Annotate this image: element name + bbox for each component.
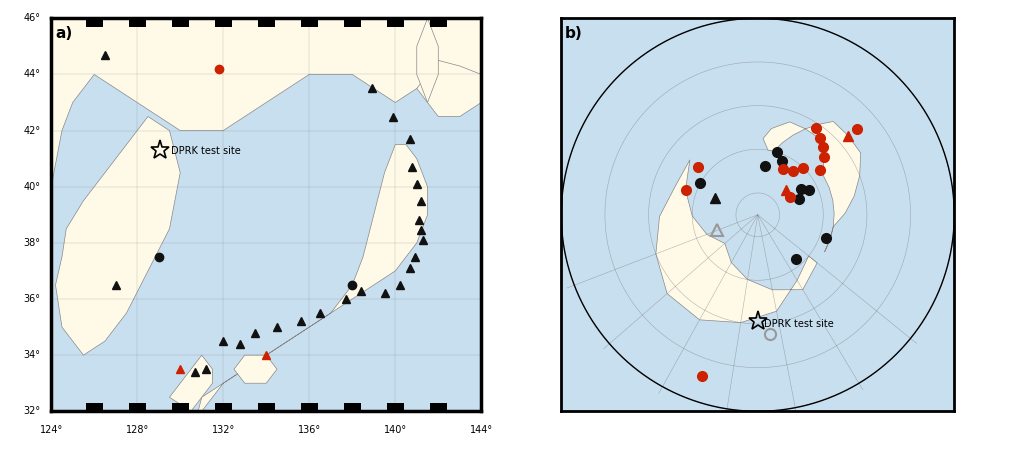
Polygon shape — [191, 144, 428, 439]
Text: b): b) — [565, 26, 583, 41]
Text: DPRK test site: DPRK test site — [764, 319, 834, 329]
Text: a): a) — [55, 26, 73, 41]
Polygon shape — [51, 18, 481, 243]
Text: 38°: 38° — [24, 238, 40, 248]
Polygon shape — [169, 355, 213, 411]
Bar — [430, 403, 446, 411]
Bar — [387, 18, 403, 27]
Polygon shape — [655, 160, 817, 323]
Text: 46°: 46° — [24, 13, 40, 23]
Text: 42°: 42° — [24, 126, 40, 136]
Text: 40°: 40° — [24, 182, 40, 192]
Bar — [430, 18, 446, 27]
Polygon shape — [417, 18, 438, 102]
Polygon shape — [763, 122, 861, 252]
Polygon shape — [233, 355, 276, 383]
Text: 132°: 132° — [212, 425, 234, 436]
Bar — [86, 403, 102, 411]
Bar — [172, 18, 188, 27]
Text: DPRK test site: DPRK test site — [171, 146, 241, 156]
Bar — [301, 403, 317, 411]
Bar — [258, 18, 274, 27]
Bar — [344, 403, 360, 411]
Text: 36°: 36° — [24, 294, 40, 304]
Bar — [215, 18, 231, 27]
Bar — [129, 18, 145, 27]
Bar — [344, 18, 360, 27]
Text: 124°: 124° — [40, 425, 62, 436]
Bar — [301, 18, 317, 27]
Text: 32°: 32° — [24, 406, 40, 416]
Bar — [129, 403, 145, 411]
Polygon shape — [417, 60, 481, 117]
Text: 44°: 44° — [24, 69, 40, 80]
Text: 128°: 128° — [126, 425, 148, 436]
Polygon shape — [55, 117, 180, 355]
Bar — [86, 18, 102, 27]
Text: 144°: 144° — [470, 425, 493, 436]
Bar — [215, 403, 231, 411]
Polygon shape — [694, 443, 868, 457]
Bar — [172, 403, 188, 411]
Bar — [258, 403, 274, 411]
Text: 136°: 136° — [298, 425, 321, 436]
Text: 34°: 34° — [24, 350, 40, 360]
Bar — [387, 403, 403, 411]
Text: 140°: 140° — [384, 425, 407, 436]
